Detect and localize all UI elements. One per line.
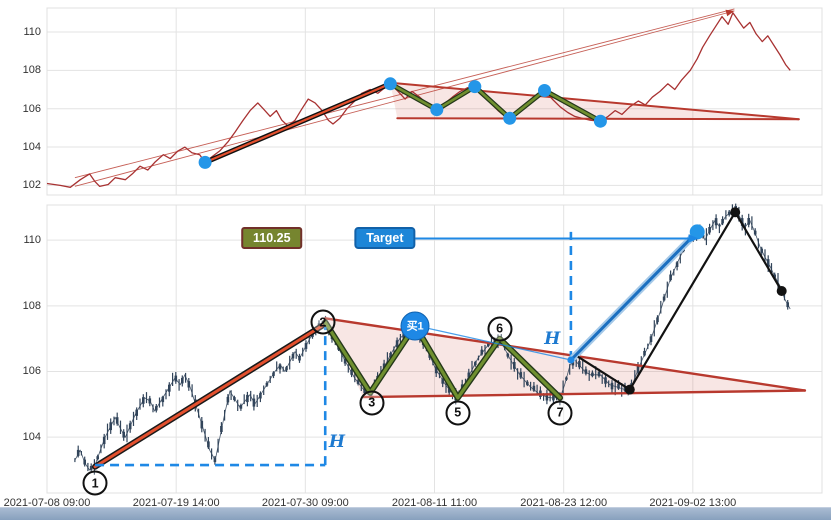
y-tick-label: 106 <box>22 102 41 115</box>
y-tick-label: 102 <box>22 179 41 192</box>
y-tick-label: 108 <box>22 299 41 312</box>
measured-target-price-label: 110.25 <box>240 227 303 250</box>
x-tick-label: 2021-08-23 12:00 <box>520 497 608 509</box>
x-tick-label: 2021-07-08 09:00 <box>3 497 91 509</box>
projection-line <box>567 228 701 364</box>
y-tick-label: 110 <box>23 25 41 38</box>
y-tick-label: 108 <box>22 64 41 77</box>
y-tick-label: 106 <box>22 365 41 378</box>
post-breakout-line <box>577 211 783 391</box>
target-dot <box>689 224 705 240</box>
wave-number-marker: 7 <box>547 400 573 426</box>
height-measure-label-1: H <box>328 432 345 453</box>
x-tick-label: 2021-07-30 09:00 <box>261 497 349 509</box>
x-tick-label: 2021-09-02 13:00 <box>649 497 737 509</box>
x-tick-label: 2021-08-11 11:00 <box>391 497 478 509</box>
height-measure-dashed-lines <box>95 231 573 467</box>
bottom-flagpole <box>92 320 329 470</box>
chart-annotations-overlay: 110.25 Target 买1 H H 1 2 3 5 6 7 2021-07-08 0… <box>3 25 737 509</box>
y-tick-label: 104 <box>22 141 41 154</box>
wave-number-marker: 1 <box>82 470 108 496</box>
chart-canvas <box>46 7 823 494</box>
target-arrow <box>415 234 699 243</box>
wave-number-marker: 2 <box>310 309 336 335</box>
grid <box>46 7 823 494</box>
candlestick-series <box>74 203 791 475</box>
wave-number-marker: 3 <box>359 390 385 416</box>
y-tick-label: 104 <box>22 431 41 444</box>
breakout-dot <box>567 356 575 364</box>
y-tick-label: 110 <box>23 234 41 247</box>
x-tick-label: 2021-07-19 14:00 <box>132 497 220 509</box>
top-flagpole <box>202 81 393 165</box>
black-pivot-dots <box>624 207 787 395</box>
wave-number-marker: 6 <box>487 316 513 342</box>
buy-signal-marker[interactable]: 买1 <box>400 311 430 341</box>
top-zigzag <box>387 81 603 124</box>
target-button[interactable]: Target <box>354 227 416 250</box>
buy-to-breakout-line <box>414 324 572 361</box>
top-pivot-dots <box>198 77 607 169</box>
window-bottom-bar <box>0 507 831 520</box>
wave-number-marker: 5 <box>445 400 471 426</box>
bottom-zigzag <box>322 319 564 401</box>
height-measure-label-2: H <box>544 328 561 349</box>
